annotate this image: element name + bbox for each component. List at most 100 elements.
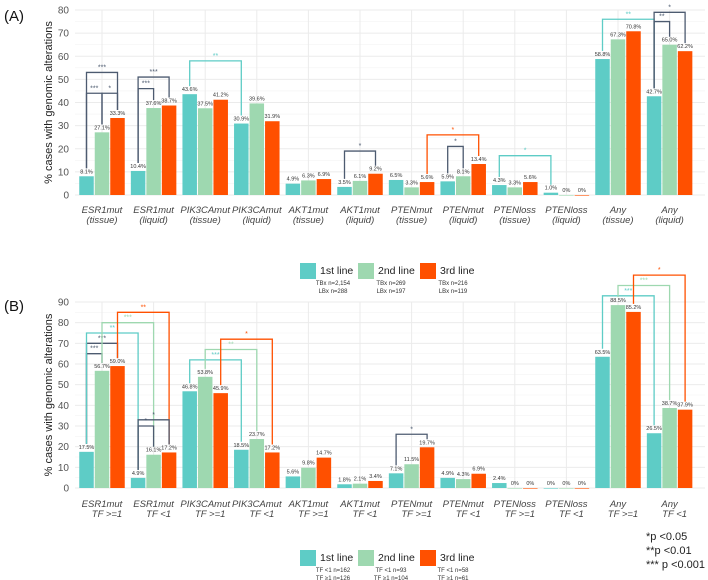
panel-b-data-label: 85.2% — [626, 305, 642, 311]
panel-a-data-label: 5.6% — [524, 175, 537, 181]
panel-a-bar-3rd-line — [626, 31, 641, 196]
panel-b-data-label: 17.5% — [79, 445, 95, 451]
panel-b-y-tick-label: 90 — [58, 298, 70, 309]
panel-a-bar-2nd-line — [662, 44, 677, 195]
panel-a-bar-3rd-line — [316, 179, 332, 195]
panel-a-bar-3rd-line — [265, 121, 280, 195]
panel-b-significance-label: ** — [110, 325, 116, 332]
panel-a-significance-bracket — [426, 134, 480, 175]
panel-a-significance-label: * — [452, 127, 455, 134]
panel-b-bar-2nd-line — [404, 464, 419, 488]
panel-b-data-label: 17.2% — [264, 445, 280, 451]
panel-a-data-label: 8.1% — [457, 169, 470, 175]
panel-b-significance-bracket — [116, 311, 170, 445]
panel-a-bar-1st-line — [79, 176, 94, 195]
panel-a-category-label: PTENmut — [443, 205, 485, 216]
panel-a-bar-1st-line — [595, 59, 610, 196]
panel-b-data-label: 3.4% — [369, 474, 382, 480]
panel-b-bar-3rd-line — [523, 488, 538, 489]
panel-a-category-sublabel: (liquid) — [552, 215, 581, 226]
panel-b-legend-label: 2nd line — [378, 552, 415, 564]
panel-a-category-label: PTENloss — [545, 205, 587, 216]
panel-a-bar-2nd-line — [249, 103, 265, 195]
panel-b-bar-1st-line — [646, 433, 662, 488]
panel-b-category-sublabel: TF >=1 — [608, 509, 638, 520]
panel-b-data-label: 4.9% — [441, 471, 454, 477]
panel-a-legend-swatch — [420, 263, 436, 279]
panel-a-bar-1st-line — [337, 186, 352, 195]
panel-b-category-label: PTENmut — [391, 499, 433, 510]
panel-a-y-tick-label: 10 — [58, 167, 70, 178]
panel-b-bar-1st-line — [543, 488, 559, 489]
panel-b-data-label: 18.5% — [233, 443, 249, 449]
panel-b-significance-label: * — [658, 267, 661, 274]
panel-b-bar-2nd-line — [352, 483, 368, 488]
panel-a-category-sublabel: (tissue) — [602, 215, 633, 226]
panel-b-data-label: 19.7% — [419, 440, 435, 446]
panel-a-data-label: 1.0% — [545, 186, 558, 192]
panel-a-data-label: 13.4% — [471, 157, 487, 163]
panel-b-significance-label: * — [245, 331, 248, 338]
panel-b-y-tick-label: 10 — [58, 463, 70, 474]
panel-b-data-label: 7.1% — [390, 466, 403, 472]
panel-b-bar-3rd-line — [626, 311, 641, 488]
panel-a-data-label: 70.8% — [626, 24, 642, 30]
panel-a-legend-n: LBx n=119 — [439, 289, 468, 295]
panel-b-category-label: PTENloss — [545, 499, 587, 510]
panel-b-legend-n: TF <1 n=58 — [437, 568, 469, 574]
panel-b-category-label: PIK3CAmut — [232, 499, 282, 510]
panel-a-bar-1st-line — [182, 94, 197, 195]
panel-a-data-label: 3.3% — [509, 180, 522, 186]
panel-a-legend-n: LBx n=197 — [377, 289, 407, 295]
panel-b-bar-2nd-line — [301, 467, 316, 488]
panel-b-bar-3rd-line — [368, 480, 383, 488]
panel-b-legend-n: TF ≥1 n=126 — [316, 576, 351, 580]
panel-b-bar-1st-line — [388, 473, 404, 488]
panel-a-data-label: 0% — [562, 188, 570, 194]
panel-a-data-label: 37.5% — [197, 101, 213, 107]
panel-b-bar-3rd-line — [213, 393, 228, 488]
panel-b-bar-3rd-line — [161, 452, 177, 488]
panel-b-data-label: 17.2% — [161, 445, 177, 451]
panel-b-category-sublabel: TF <1 — [456, 509, 481, 520]
panel-a-bar-1st-line — [234, 123, 249, 195]
panel-a-significance-bracket — [101, 92, 119, 125]
panel-a-y-tick-label: 30 — [58, 121, 70, 132]
panel-b-data-label: 9.8% — [302, 461, 315, 467]
panel-a-data-label: 10.4% — [130, 164, 146, 170]
panel-a-category-label: PIK3CAmut — [232, 205, 282, 216]
panel-a-data-label: 30.9% — [233, 117, 249, 123]
panel-a-data-label: 5.9% — [441, 174, 454, 180]
panel-a-y-tick-label: 80 — [58, 6, 70, 17]
panel-a-category-label: Any — [609, 205, 628, 216]
panel-b-data-label: 56.7% — [94, 364, 110, 370]
panel-a-category-sublabel: (liquid) — [139, 215, 168, 226]
panel-a-data-label: 6.9% — [318, 172, 331, 178]
panel-a-category-label: ESR1mut — [133, 205, 174, 216]
panel-a-significance-bracket — [137, 87, 155, 163]
panel-b-bar-3rd-line — [677, 409, 693, 488]
panel-a-significance-bracket — [653, 11, 686, 89]
panel-b-category-sublabel: TF <1 — [146, 509, 171, 520]
panel-a-bar-2nd-line — [610, 39, 626, 196]
panel-b-category-sublabel: TF <1 — [662, 509, 687, 520]
panel-a-bar-3rd-line — [574, 195, 590, 196]
panel-a-legend-label: 2nd line — [378, 265, 415, 277]
panel-b-data-label: 4.3% — [457, 472, 470, 478]
panel-b-category-sublabel: TF <1 — [559, 509, 584, 520]
panel-b-label: (B) — [4, 298, 24, 315]
panel-a-data-label: 3.5% — [338, 180, 351, 186]
panel-a-data-label: 42.7% — [646, 89, 662, 95]
panel-b-bar-2nd-line — [455, 479, 471, 488]
panel-a-category-sublabel: (tissue) — [190, 215, 221, 226]
panel-a-significance-bracket — [189, 60, 242, 116]
panel-b-data-label: 26.5% — [646, 426, 662, 432]
panel-b-significance-bracket — [85, 332, 139, 470]
panel-a-data-label: 6.3% — [302, 173, 315, 179]
panel-a-bar-1st-line — [492, 185, 507, 195]
panel-a-data-label: 41.2% — [213, 93, 229, 99]
panel-b-bar-3rd-line — [471, 473, 486, 488]
panel-a-y-axis-label: % cases with genomic alterations — [43, 21, 55, 184]
